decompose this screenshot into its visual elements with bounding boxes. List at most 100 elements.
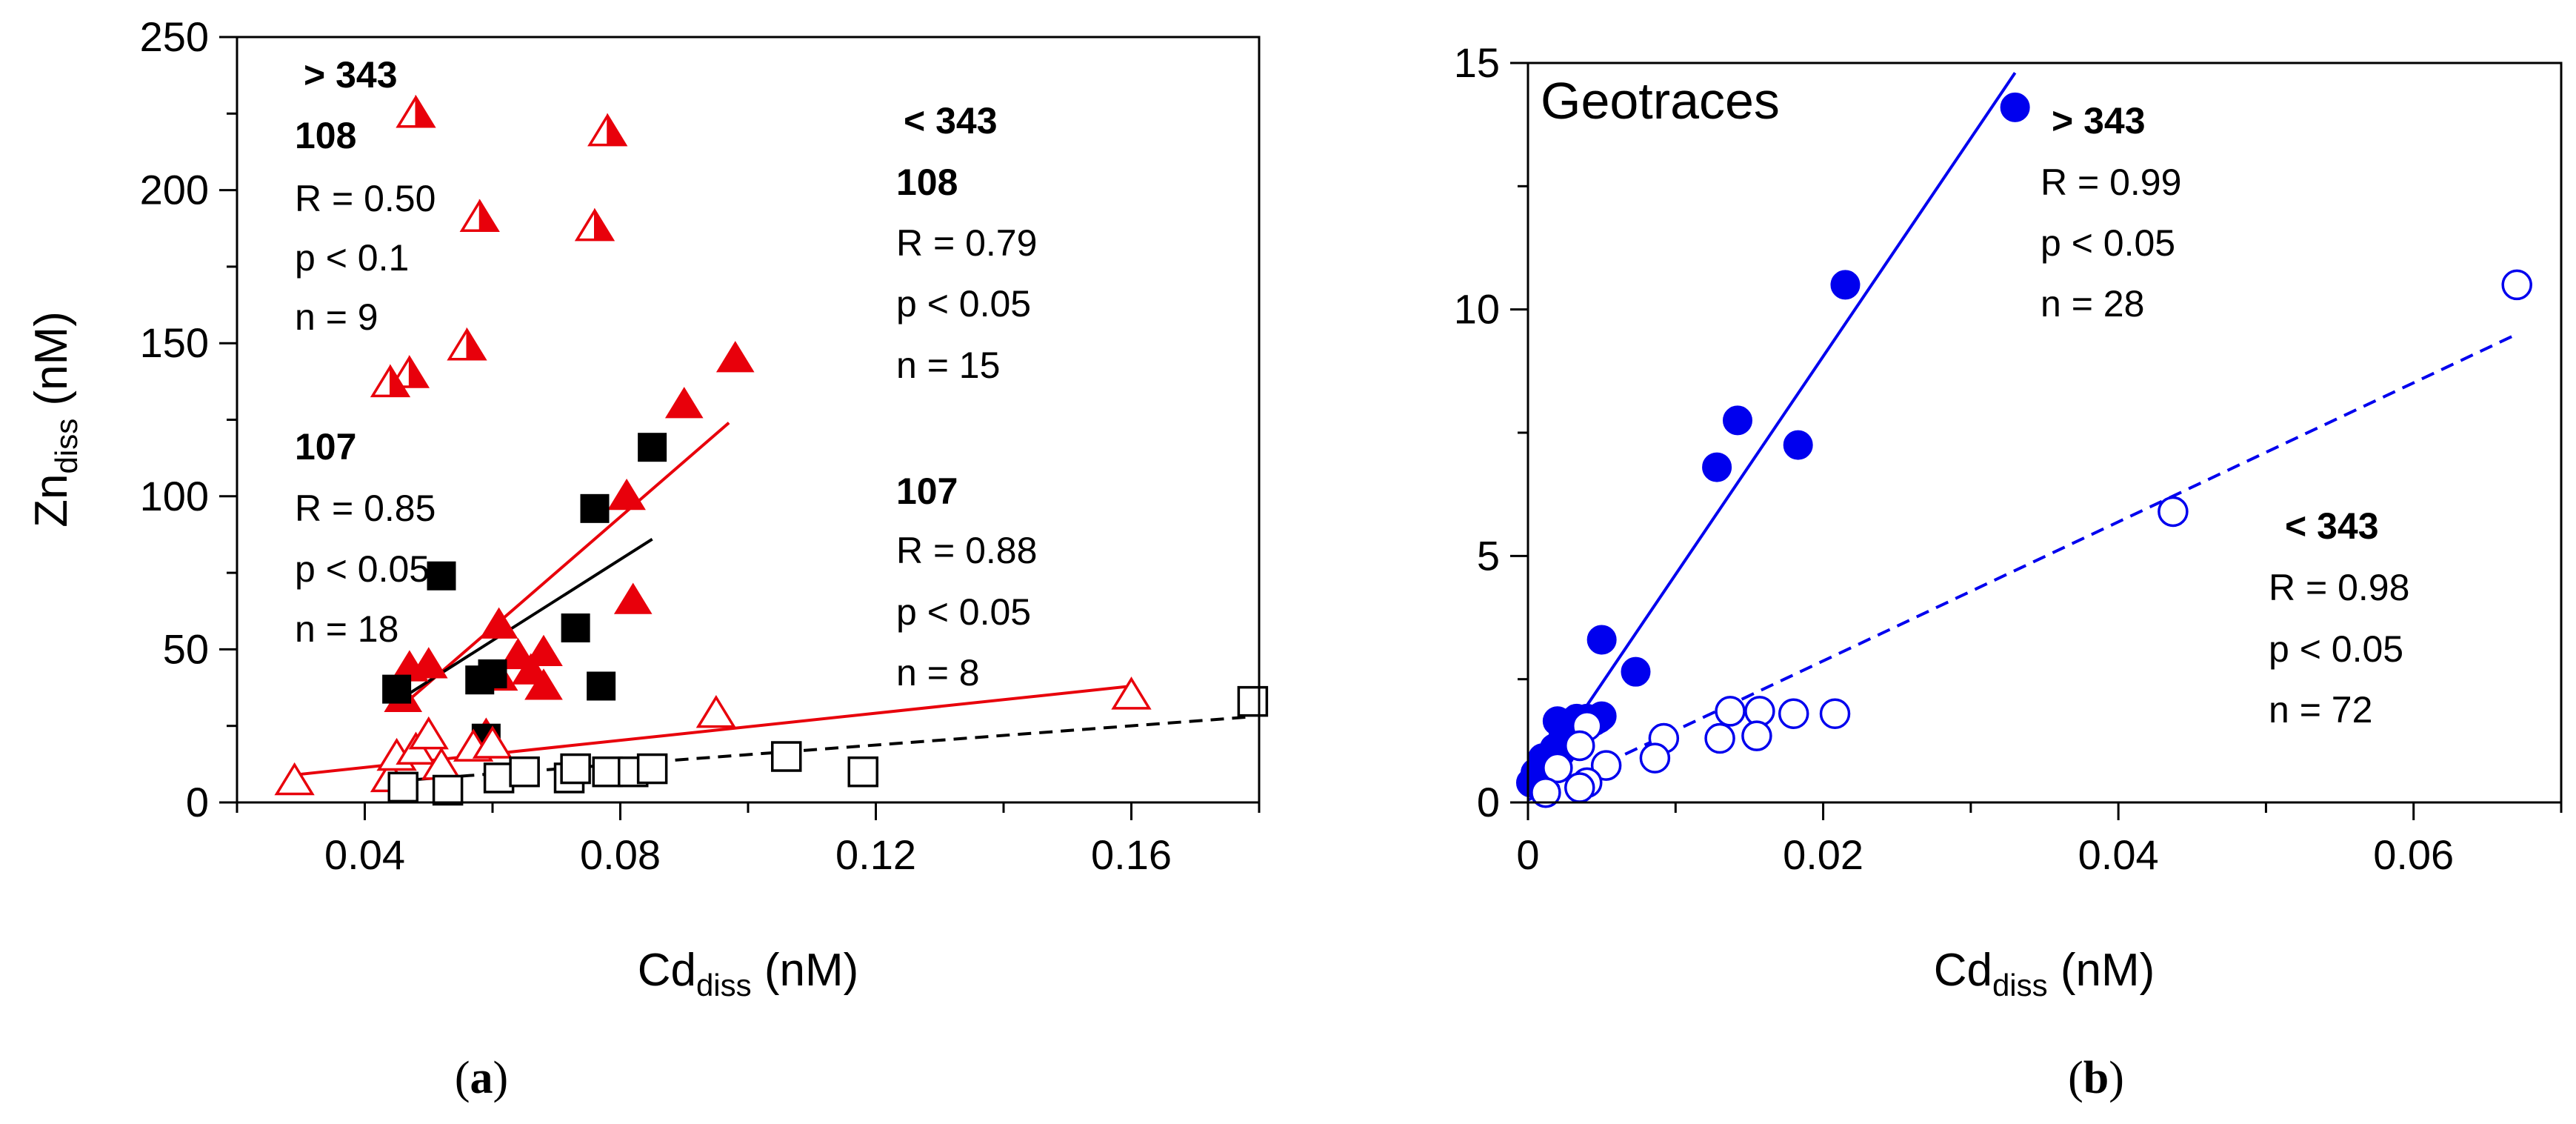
point-0-1-fill bbox=[607, 113, 627, 146]
point-1-6 bbox=[524, 634, 563, 667]
panel-b-title: Geotraces bbox=[1541, 72, 1780, 130]
x-tick-label-1: 0.02 bbox=[1783, 831, 1863, 878]
point-1-6 bbox=[1704, 722, 1735, 754]
panel-b-marks bbox=[1515, 72, 2532, 808]
fit-line-3 bbox=[396, 715, 1253, 783]
point-0-2-fill bbox=[478, 199, 499, 232]
point-2-5 bbox=[478, 659, 507, 688]
fit-line-0 bbox=[396, 422, 730, 712]
point-0-0-fill bbox=[415, 94, 436, 127]
series-1 bbox=[384, 341, 755, 755]
point-0-5 bbox=[389, 355, 430, 388]
panel-a-label: (a) bbox=[455, 1053, 508, 1103]
panel-a-ticks: 0.04 0.08 0.12 0.16 0 50 100 150 200 250 bbox=[140, 13, 1261, 878]
point-0-5-fill bbox=[408, 355, 429, 388]
point-2-3 bbox=[561, 613, 590, 642]
y-tick-label-5: 250 bbox=[140, 13, 209, 60]
series-0 bbox=[370, 94, 628, 398]
anno-a-right-107-n: n = 8 bbox=[896, 652, 980, 694]
point-3-0 bbox=[274, 762, 315, 796]
x-title-main: Cd bbox=[638, 945, 696, 996]
point-0-4 bbox=[447, 327, 487, 361]
panel-b-x-axis-title: Cddiss (nM) bbox=[1934, 945, 2155, 1002]
point-1-1 bbox=[2158, 496, 2189, 528]
anno-b-top-r: R = 0.99 bbox=[2041, 162, 2181, 203]
point-1-10 bbox=[1590, 750, 1622, 781]
point-1-12 bbox=[1564, 730, 1595, 762]
point-2-6 bbox=[382, 674, 412, 704]
x-title-sub: diss bbox=[696, 968, 752, 1002]
anno-a-right-107: 107 bbox=[896, 470, 958, 512]
point-3-5 bbox=[408, 716, 449, 750]
point-0-2 bbox=[459, 199, 500, 233]
fit-line-0 bbox=[1526, 72, 2017, 794]
point-0-6 bbox=[1621, 656, 1651, 687]
point-1-2 bbox=[1715, 696, 1746, 727]
fit-line-1 bbox=[1527, 333, 2518, 802]
panel-b-label-letter: b bbox=[2083, 1053, 2109, 1103]
panel-b-label: (b) bbox=[2068, 1053, 2124, 1103]
point-1-7 bbox=[1741, 720, 1772, 751]
point-1-3 bbox=[613, 582, 653, 614]
x-title-sub: diss bbox=[1992, 968, 2048, 1002]
series-4 bbox=[387, 685, 1269, 806]
point-2-7 bbox=[587, 671, 616, 701]
anno-a-right-107-r: R = 0.88 bbox=[896, 530, 1037, 571]
anno-a-left-107-r: R = 0.85 bbox=[295, 488, 436, 529]
anno-a-right-108-n: n = 15 bbox=[896, 345, 1000, 386]
point-4-1 bbox=[432, 774, 464, 806]
x-tick-label-2: 0.04 bbox=[2078, 831, 2159, 878]
anno-a-left-108: 108 bbox=[295, 115, 356, 156]
series-1 bbox=[1530, 269, 2532, 808]
point-1-0 bbox=[2501, 269, 2532, 301]
point-2-0 bbox=[638, 433, 667, 462]
point-4-10 bbox=[847, 756, 878, 788]
panel-a-y-axis-title: Zndiss (nM) bbox=[26, 311, 84, 528]
point-2-2 bbox=[427, 561, 456, 591]
anno-a-left-108-n: n = 9 bbox=[295, 296, 378, 338]
point-0-1 bbox=[1830, 270, 1861, 300]
anno-a-left-107-n: n = 18 bbox=[295, 608, 398, 650]
y-tick-label-3: 15 bbox=[1454, 39, 1500, 86]
point-4-0 bbox=[387, 771, 418, 803]
point-4-8 bbox=[636, 753, 668, 785]
panel-a-x-axis-title: Cddiss (nM) bbox=[638, 945, 859, 1002]
anno-a-right-header: < 343 bbox=[904, 100, 998, 142]
point-0-6-fill bbox=[390, 364, 410, 397]
x-tick-label-2: 0.12 bbox=[835, 831, 916, 878]
point-4-3 bbox=[509, 756, 540, 788]
y-tick-label-0: 0 bbox=[186, 779, 209, 825]
point-4-6 bbox=[592, 756, 623, 788]
point-4-9 bbox=[771, 741, 802, 772]
point-0-0 bbox=[396, 94, 436, 128]
point-0-0 bbox=[2000, 92, 2030, 122]
anno-a-left-107: 107 bbox=[295, 426, 356, 468]
anno-a-right-108-r: R = 0.79 bbox=[896, 222, 1037, 264]
point-0-6 bbox=[370, 364, 411, 398]
panel-a-label-letter: a bbox=[470, 1053, 493, 1103]
point-4-11 bbox=[1237, 685, 1269, 717]
point-0-4 bbox=[1702, 452, 1732, 482]
point-0-3-fill bbox=[594, 207, 614, 241]
anno-a-left-header: > 343 bbox=[304, 54, 398, 96]
point-1-8 bbox=[524, 668, 563, 700]
y-tick-label-4: 200 bbox=[140, 167, 209, 213]
point-2-1 bbox=[580, 493, 610, 523]
point-1-15 bbox=[1542, 752, 1573, 784]
y-tick-label-3: 150 bbox=[140, 319, 209, 366]
anno-a-right-107-p: p < 0.05 bbox=[896, 591, 1031, 633]
x-tick-label-3: 0.16 bbox=[1091, 831, 1172, 878]
y-title-sub: diss bbox=[49, 419, 84, 474]
panel-b-ticks: 0 0.02 0.04 0.06 0 5 10 15 bbox=[1454, 39, 2563, 878]
anno-a-right-108-p: p < 0.05 bbox=[896, 283, 1031, 325]
point-1-4 bbox=[1778, 698, 1809, 729]
point-1-4 bbox=[479, 607, 518, 639]
y-tick-label-2: 100 bbox=[140, 473, 209, 519]
point-0-5 bbox=[1586, 625, 1617, 655]
point-1-16 bbox=[1530, 777, 1561, 808]
point-0-2 bbox=[1722, 405, 1752, 436]
y-tick-label-0: 0 bbox=[1477, 779, 1500, 825]
series-0 bbox=[1515, 92, 2030, 798]
